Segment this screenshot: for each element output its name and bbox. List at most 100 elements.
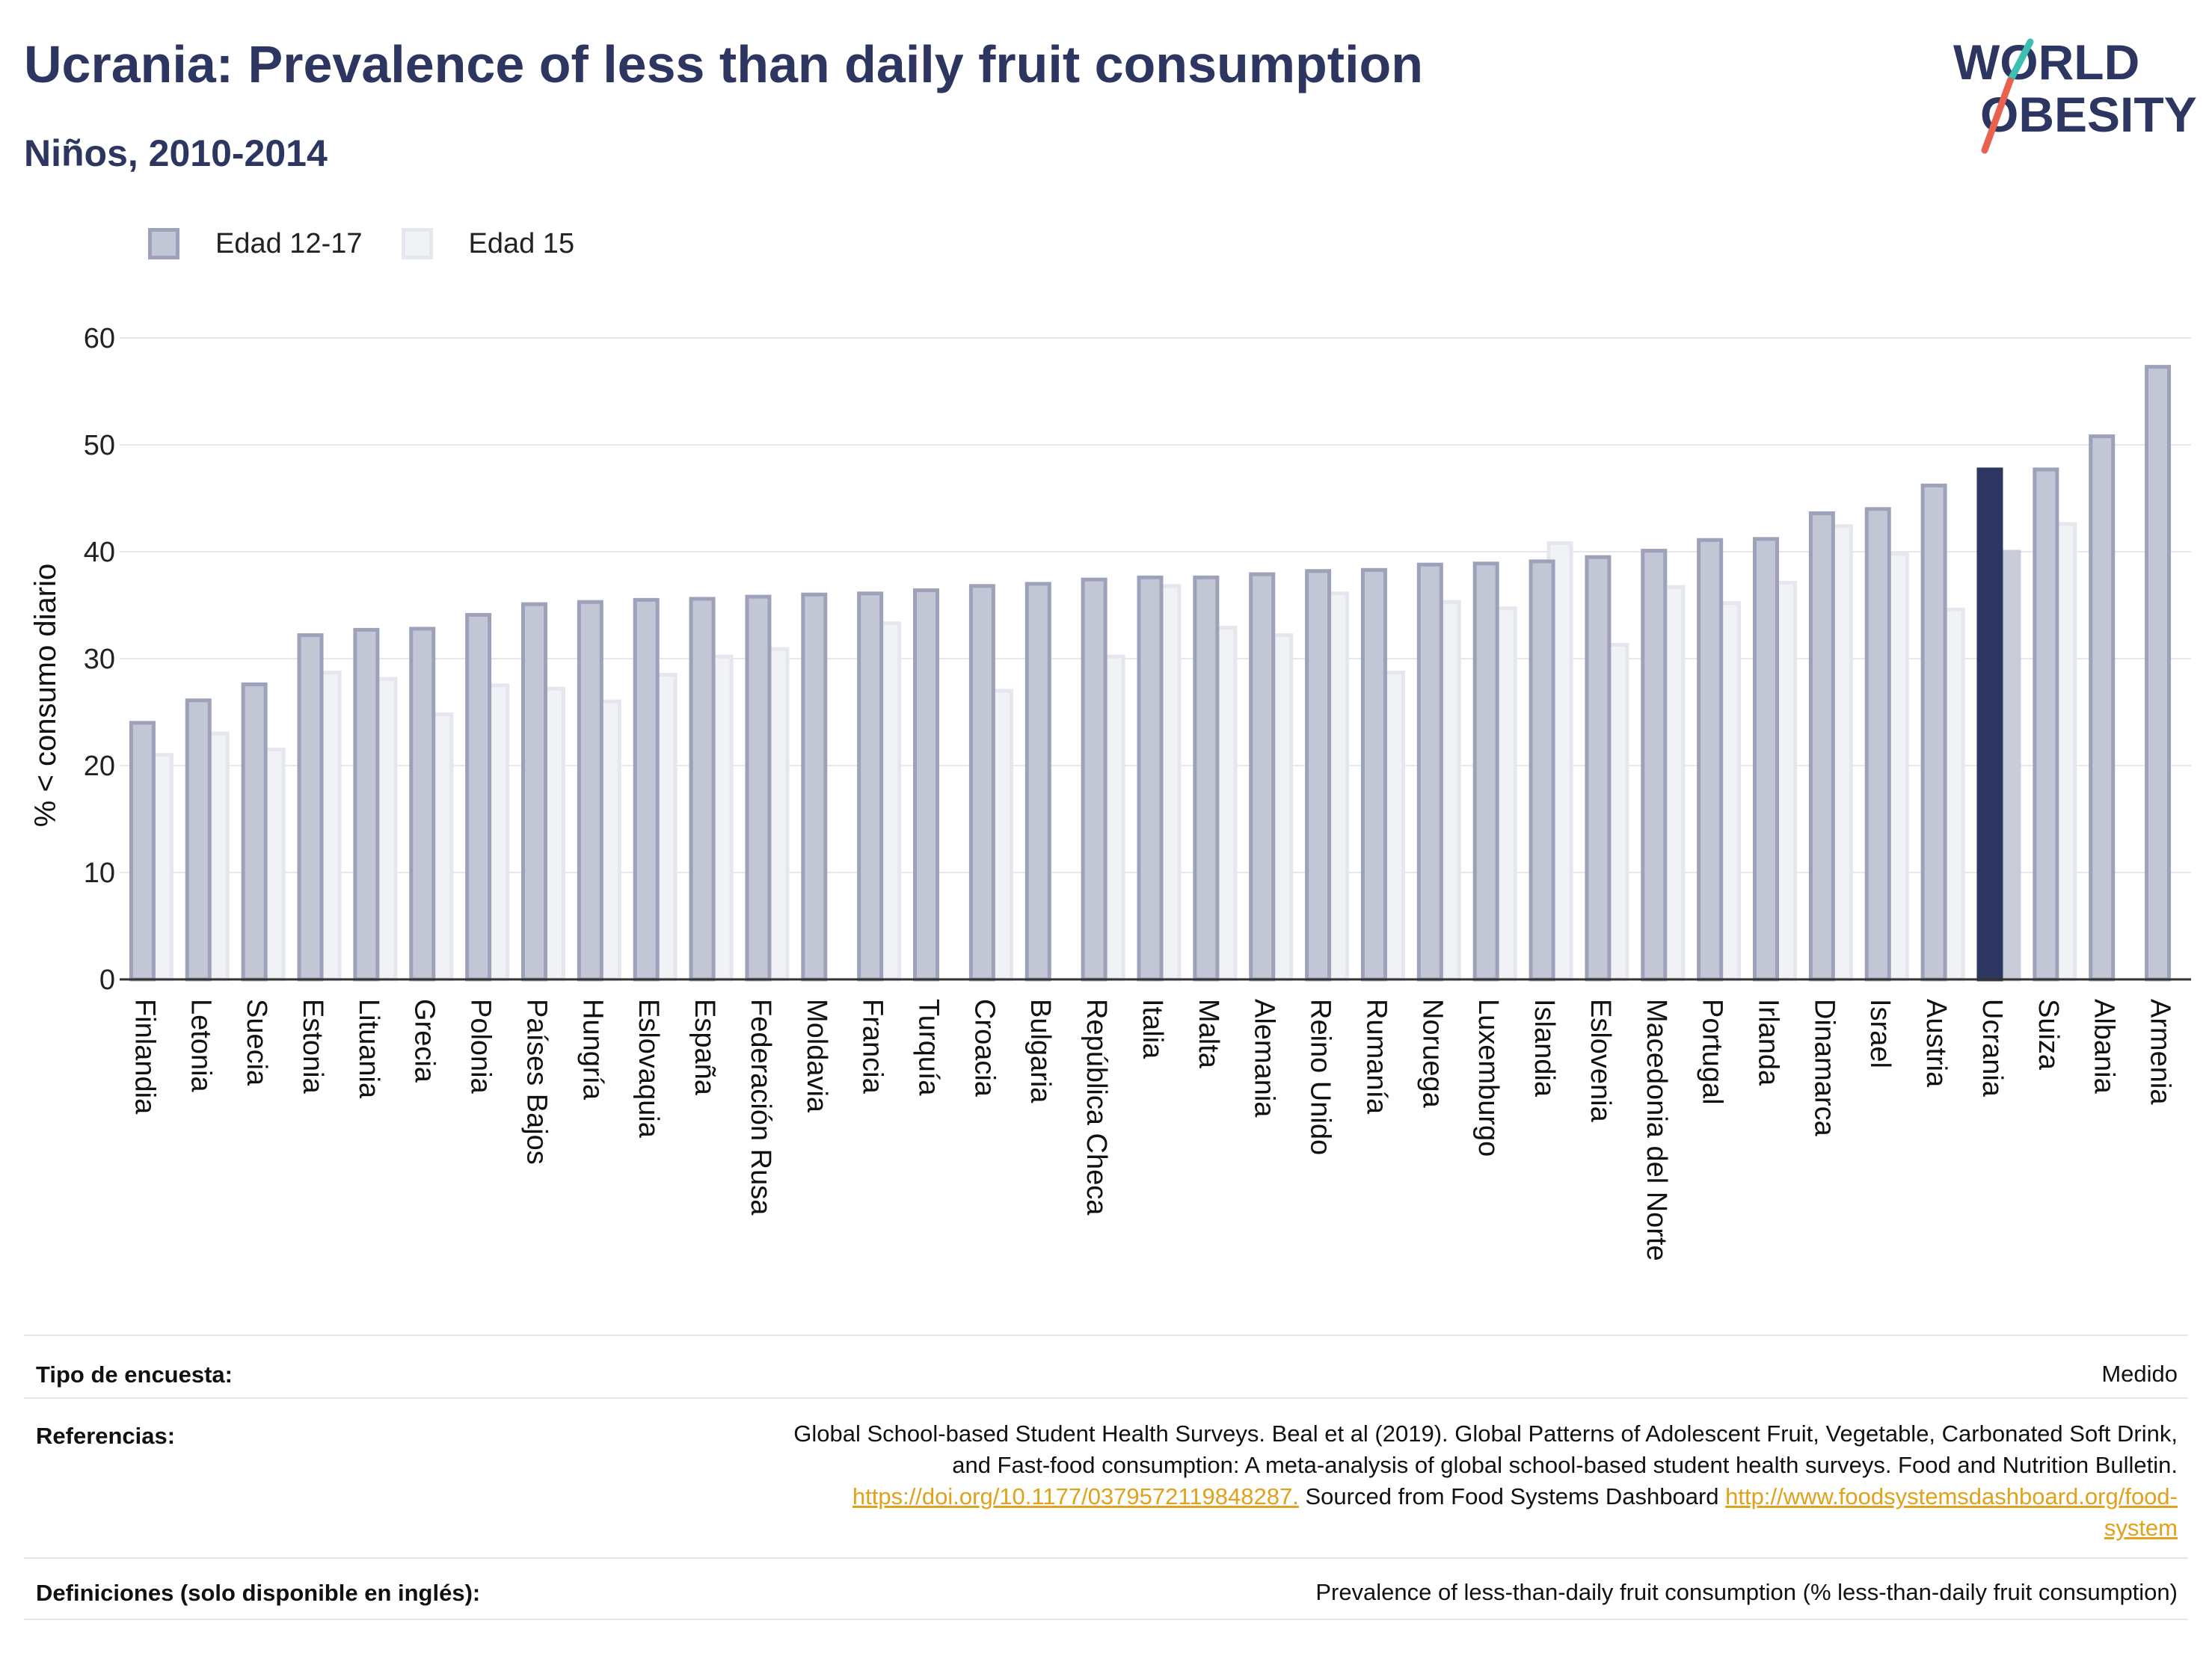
references-line-1: Global School-based Student Health Surve… <box>793 1420 2178 1447</box>
bar-edad-12-17-29[interactable] <box>1753 537 1780 982</box>
bar-edad-12-17-33[interactable] <box>1976 467 2003 982</box>
bar-edad-12-17-10[interactable] <box>689 597 716 982</box>
legend-label-series-1: Edad 12-17 <box>215 227 363 259</box>
bar-chart: 0 10 20 30 40 50 60 Finlandia Letonia Suecia Eston… <box>29 323 2191 1261</box>
legend-label-series-2: Edad 15 <box>468 227 575 259</box>
bar-edad-12-17-4[interactable] <box>353 627 380 982</box>
x-tick-label: Dinamarca <box>1808 999 1840 1137</box>
bar-edad-12-17-22[interactable] <box>1360 567 1387 982</box>
bar-edad-12-17-27[interactable] <box>1641 549 1668 982</box>
legend-item-series-1[interactable]: Edad 12-17 <box>148 228 363 260</box>
bar-edad-12-17-23[interactable] <box>1416 562 1443 982</box>
x-tick-label: Croacia <box>968 999 1000 1098</box>
bar-edad-12-17-35[interactable] <box>2089 434 2116 982</box>
doi-link[interactable]: https://doi.org/10.1177/0379572119848287… <box>852 1483 1299 1509</box>
x-tick-label: Hungría <box>577 999 608 1101</box>
bar-edad-12-17-3[interactable] <box>297 633 324 982</box>
bar-edad-12-17-34[interactable] <box>2033 467 2059 982</box>
x-tick-label: Alemania <box>1249 999 1280 1118</box>
bar-edad-12-17-0[interactable] <box>129 721 156 982</box>
bar-edad-12-17-13[interactable] <box>857 591 884 982</box>
food-systems-link-part-2[interactable]: system <box>2104 1515 2178 1541</box>
x-tick-label: Armenia <box>2145 999 2176 1105</box>
bar-edad-12-17-28[interactable] <box>1697 538 1724 982</box>
bar-edad-12-17-31[interactable] <box>1864 507 1891 982</box>
x-tick-label: Grecia <box>409 999 440 1083</box>
divider <box>24 1619 2188 1620</box>
y-tick-label: 60 <box>84 323 115 354</box>
chart-legend: Edad 12-17 Edad 15 <box>148 223 613 265</box>
survey-type-label: Tipo de encuesta: <box>36 1361 233 1388</box>
bar-edad-12-17-6[interactable] <box>465 612 492 982</box>
survey-type-value: Medido <box>2101 1361 2178 1387</box>
bar-edad-12-17-26[interactable] <box>1585 555 1612 982</box>
bar-edad-12-17-36[interactable] <box>2145 365 2172 982</box>
chart-title: Ucrania: Prevalence of less than daily f… <box>24 35 1424 93</box>
divider <box>24 1397 2188 1399</box>
references-sourced: Sourced from Food Systems Dashboard <box>1298 1483 1726 1509</box>
x-tick-label: Luxemburgo <box>1472 999 1504 1157</box>
world-obesity-logo: WORLD OBESITY <box>1953 34 2197 154</box>
bar-edad-12-17-12[interactable] <box>801 592 828 982</box>
x-tick-label: Malta <box>1193 999 1224 1069</box>
x-tick-label: Turquía <box>913 999 944 1096</box>
x-tick-label: Reino Unido <box>1305 999 1336 1155</box>
bar-edad-12-17-16[interactable] <box>1024 582 1051 982</box>
bar-edad-12-17-17[interactable] <box>1081 577 1107 982</box>
x-tick-label: España <box>689 999 720 1096</box>
bar-edad-12-17-21[interactable] <box>1305 569 1332 982</box>
x-tick-label: Eslovaquia <box>633 999 664 1139</box>
x-tick-label: Irlanda <box>1752 999 1784 1086</box>
bar-edad-12-17-7[interactable] <box>520 602 547 982</box>
legend-swatch-series-1 <box>148 228 179 259</box>
y-tick-label: 30 <box>84 644 115 675</box>
bar-edad-12-17-15[interactable] <box>968 584 995 982</box>
bar-edad-12-17-24[interactable] <box>1472 561 1499 982</box>
references-line-4: system <box>383 1512 2178 1544</box>
y-tick-label: 40 <box>84 537 115 568</box>
x-tick-label: Federación Rusa <box>745 999 776 1216</box>
x-tick-label: Moldavia <box>801 999 832 1113</box>
bar-edad-12-17-1[interactable] <box>185 698 212 982</box>
x-tick-label: Suiza <box>2033 999 2064 1071</box>
bar-edad-12-17-32[interactable] <box>1920 483 1947 982</box>
references-line-2: and Fast-food consumption: A meta-analys… <box>952 1452 2178 1478</box>
bar-edad-12-17-25[interactable] <box>1529 559 1555 982</box>
x-tick-label: Polonia <box>465 999 497 1095</box>
references-line-3: https://doi.org/10.1177/0379572119848287… <box>383 1481 2178 1512</box>
y-axis-label: % < consumo diario <box>29 564 62 827</box>
x-tick-label: Francia <box>857 999 888 1095</box>
bar-edad-12-17-19[interactable] <box>1193 575 1220 982</box>
legend-swatch-series-2 <box>401 228 433 259</box>
bar-edad-12-17-9[interactable] <box>633 597 660 982</box>
x-tick-label: Finlandia <box>129 999 160 1115</box>
bars <box>129 365 2172 982</box>
x-tick-label: Ucrania <box>1976 999 2008 1098</box>
divider <box>24 1335 2188 1336</box>
bar-edad-12-17-5[interactable] <box>409 627 436 982</box>
divider <box>24 1557 2188 1559</box>
logo-text-world: WORLD <box>1953 34 2139 90</box>
bar-edad-12-17-2[interactable] <box>241 682 268 982</box>
logo-slash-teal <box>2006 38 2034 84</box>
food-systems-link-part-1[interactable]: http://www.foodsystemsdashboard.org/food… <box>1725 1483 2178 1509</box>
legend-item-series-2[interactable]: Edad 15 <box>401 227 575 260</box>
x-tick-label: República Checa <box>1081 999 1112 1216</box>
y-tick-label: 20 <box>84 751 115 782</box>
y-tick-label: 50 <box>84 430 115 461</box>
bar-edad-12-17-8[interactable] <box>577 600 603 982</box>
x-tick-label: Portugal <box>1697 999 1728 1105</box>
x-tick-label: Israel <box>1864 999 1896 1068</box>
y-tick-label: 10 <box>84 858 115 889</box>
bar-edad-12-17-14[interactable] <box>913 588 940 982</box>
bar-edad-12-17-20[interactable] <box>1249 572 1276 982</box>
x-tick-label: Macedonia del Norte <box>1641 999 1672 1261</box>
x-tick-label: Italia <box>1137 999 1168 1059</box>
bar-edad-12-17-30[interactable] <box>1808 511 1835 982</box>
x-tick-label: Albania <box>2089 999 2120 1095</box>
x-tick-label: Lituania <box>353 999 384 1099</box>
bar-edad-12-17-18[interactable] <box>1137 575 1164 982</box>
bar-edad-12-17-11[interactable] <box>745 594 772 982</box>
x-tick-label: Rumanía <box>1360 999 1392 1115</box>
x-tick-label: Eslovenia <box>1585 999 1616 1123</box>
